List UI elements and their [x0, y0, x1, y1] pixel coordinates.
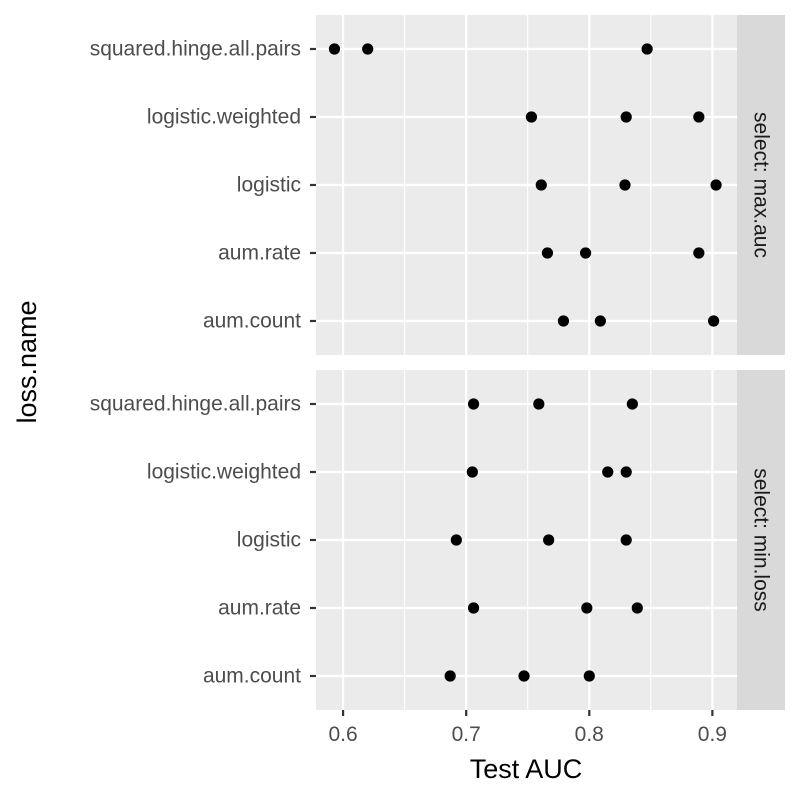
data-point	[641, 43, 653, 55]
data-point	[708, 315, 720, 327]
data-point	[579, 247, 592, 259]
y-tick-label: logistic	[237, 174, 301, 197]
data-point	[693, 111, 705, 123]
x-tick-label: 0.9	[698, 723, 727, 746]
data-point	[467, 602, 480, 614]
data-point	[450, 534, 462, 546]
data-point	[602, 466, 614, 478]
y-tick-label: aum.count	[203, 310, 301, 333]
y-tick-label: aum.rate	[218, 242, 301, 265]
y-tick-label: logistic	[237, 529, 301, 552]
data-point	[467, 398, 480, 410]
data-point	[533, 398, 545, 410]
x-axis-title: Test AUC	[470, 754, 583, 784]
data-point	[444, 670, 456, 682]
x-tick-label: 0.7	[452, 723, 481, 746]
data-point	[693, 247, 705, 259]
data-point	[626, 398, 638, 410]
facet-strip-label: select: min.loss	[750, 468, 773, 612]
y-tick-label: squared.hinge.all.pairs	[90, 393, 301, 416]
data-point	[525, 111, 538, 123]
facet-strip	[737, 370, 785, 710]
data-point	[328, 43, 341, 55]
data-point	[619, 179, 631, 191]
data-point	[620, 111, 632, 123]
data-point	[557, 315, 570, 327]
y-tick-label: squared.hinge.all.pairs	[90, 38, 301, 61]
data-point	[541, 247, 554, 259]
data-point	[362, 43, 374, 55]
facet-strip-label: select: max.auc	[750, 112, 773, 258]
facet-strip	[737, 15, 785, 355]
data-point	[710, 179, 722, 191]
x-tick-label: 0.8	[575, 723, 604, 746]
data-point	[631, 602, 643, 614]
y-tick-label: logistic.weighted	[147, 461, 301, 484]
x-tick-label: 0.6	[328, 723, 357, 746]
y-tick-label: aum.rate	[218, 597, 301, 620]
data-point	[543, 534, 555, 546]
y-tick-label: aum.count	[203, 665, 301, 688]
data-point	[535, 179, 547, 191]
data-point	[620, 534, 632, 546]
data-point	[466, 466, 478, 478]
data-point	[581, 602, 593, 614]
data-point	[620, 466, 632, 478]
data-point	[583, 670, 595, 682]
y-axis-title: loss.name	[12, 300, 42, 423]
y-tick-label: logistic.weighted	[147, 106, 301, 129]
data-point	[594, 315, 606, 327]
data-point	[518, 670, 530, 682]
